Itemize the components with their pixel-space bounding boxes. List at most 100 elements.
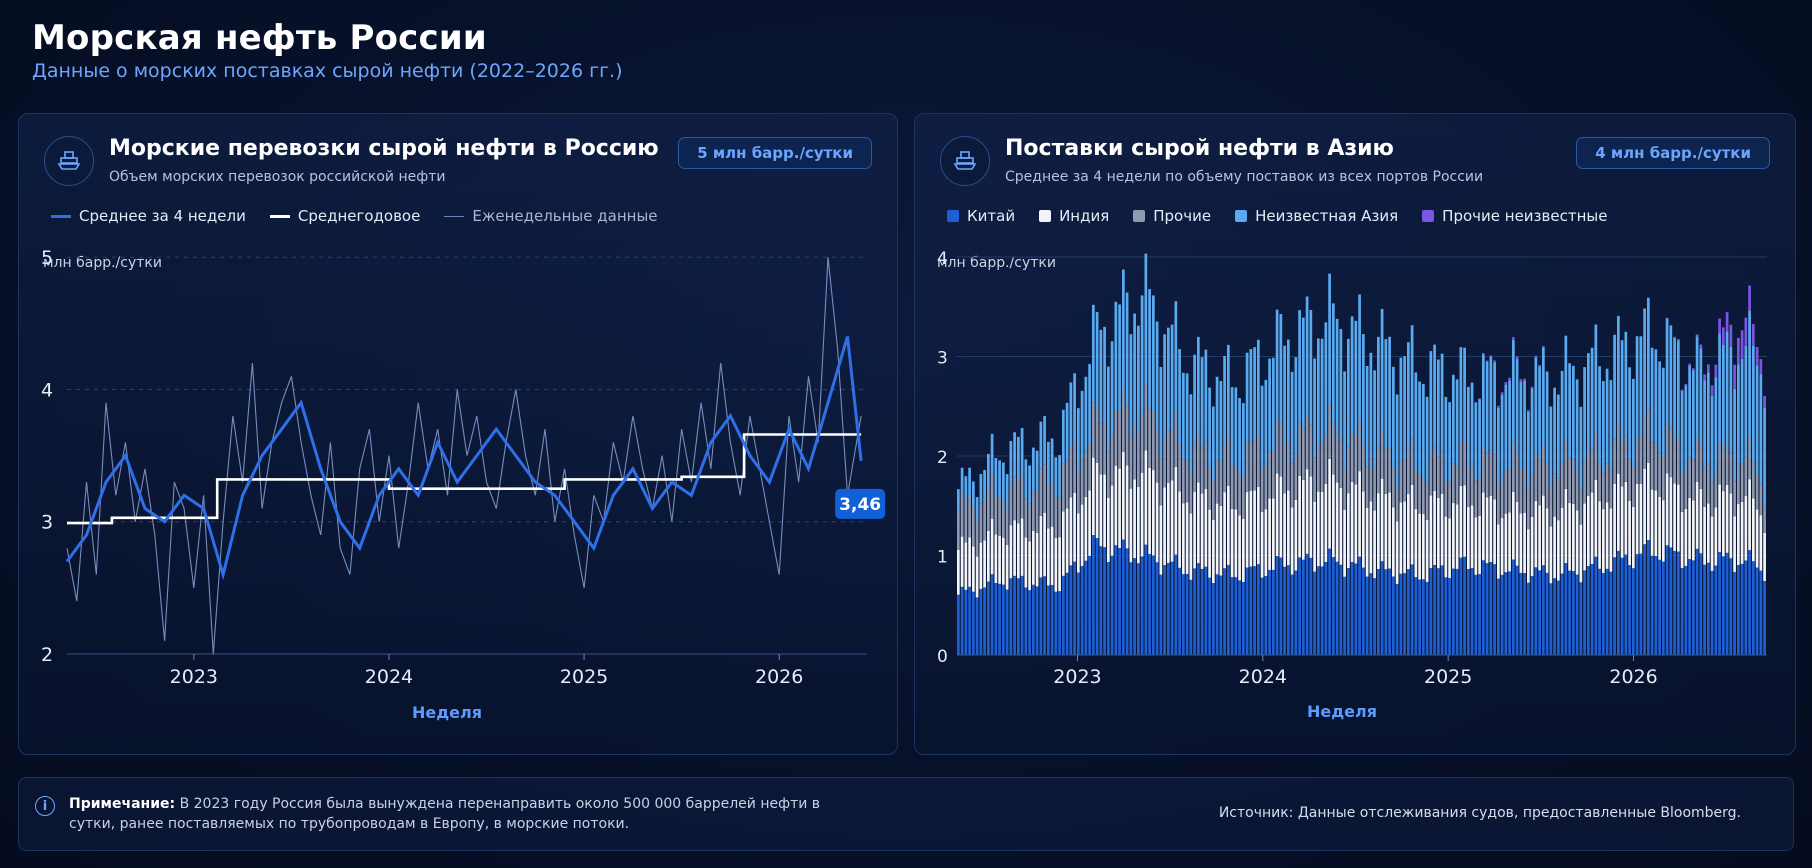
legend-item-1[interactable]: Индия (1039, 207, 1109, 225)
bar-segment-1 (1032, 530, 1035, 585)
bar-segment-3 (1035, 450, 1039, 492)
bar-segment-2 (1245, 443, 1249, 493)
bar-segment-1 (964, 542, 968, 590)
bar-segment-2 (1140, 413, 1144, 473)
bar-segment-2 (1587, 452, 1590, 496)
bar-segment-3 (1755, 365, 1759, 476)
bar-segment-4 (1523, 378, 1526, 381)
bar-segment-2 (1309, 424, 1313, 477)
source-text: Источник: Данные отслеживания судов, пре… (1218, 805, 1741, 821)
bar-segment-3 (1013, 432, 1016, 477)
legend-item-weekly[interactable]: Еженедельные данные (444, 207, 658, 225)
bar-segment-2 (998, 497, 1001, 537)
bar-segment-3 (1088, 364, 1091, 444)
bar-segment-1 (1062, 511, 1065, 576)
legend-item-annual[interactable]: Среднегодовое (269, 207, 420, 225)
bar-segment-0 (1155, 562, 1159, 655)
bar-segment-1 (1718, 484, 1721, 553)
bar-segment-0 (1208, 577, 1211, 655)
bar-segment-2 (1523, 468, 1526, 513)
unit-badge[interactable]: 5 млн барр./сутки (678, 137, 872, 169)
legend-item-2[interactable]: Прочие (1133, 207, 1211, 225)
bar-segment-1 (1755, 509, 1759, 568)
bar-segment-0 (1099, 546, 1103, 655)
bar-segment-2 (1373, 469, 1376, 511)
bar-segment-2 (1358, 419, 1361, 472)
bar-segment-2 (1107, 451, 1110, 498)
bar-segment-0 (1388, 568, 1391, 655)
bar-segment-3 (1725, 331, 1729, 442)
bar-segment-1 (1748, 479, 1751, 551)
bar-segment-2 (1110, 435, 1114, 486)
bar-segment-1 (1549, 526, 1553, 584)
bar-segment-1 (1058, 537, 1061, 592)
bar-segment-4 (1470, 382, 1474, 383)
bar-segment-1 (1759, 515, 1763, 571)
bar-segment-3 (1009, 440, 1013, 484)
bar-segment-3 (1328, 273, 1331, 403)
legend-item-3[interactable]: Неизвестная Азия (1235, 207, 1398, 225)
bar-segment-1 (1290, 507, 1294, 575)
bar-segment-0 (1065, 572, 1069, 655)
bar-segment-2 (1197, 432, 1200, 483)
bar-segment-1 (1515, 501, 1519, 566)
bar-segment-2 (1635, 436, 1639, 484)
bar-segment-3 (1673, 337, 1676, 437)
bar-segment-0 (1523, 573, 1526, 655)
bar-segment-3 (1024, 459, 1028, 499)
bar-segment-2 (1722, 449, 1725, 492)
bar-segment-1 (968, 537, 971, 587)
bar-segment-3 (1065, 402, 1069, 461)
bar-segment-0 (1324, 561, 1328, 655)
bar-segment-3 (1602, 381, 1605, 473)
bar-segment-1 (1287, 490, 1290, 566)
bar-segment-0 (1062, 575, 1065, 655)
bar-segment-0 (1613, 557, 1616, 655)
legend-item-avg4[interactable]: Среднее за 4 недели (51, 207, 246, 225)
legend-item-0[interactable]: Китай (947, 207, 1015, 225)
bar-segment-1 (1388, 492, 1391, 569)
bar-segment-3 (1677, 340, 1680, 439)
bar-segment-1 (1095, 462, 1099, 539)
bar-segment-3 (1309, 309, 1313, 425)
bar-segment-1 (1257, 486, 1260, 565)
bar-segment-0 (1482, 560, 1485, 655)
bar-segment-2 (1294, 453, 1298, 500)
bar-segment-0 (1414, 577, 1418, 655)
bar-segment-3 (1684, 385, 1688, 470)
bar-segment-1 (994, 534, 998, 583)
bar-segment-1 (1403, 501, 1406, 574)
unit-badge[interactable]: 4 млн барр./сутки (1576, 137, 1770, 169)
bar-segment-1 (1740, 501, 1744, 564)
bar-segment-3 (1298, 310, 1301, 423)
bar-segment-0 (1639, 553, 1643, 655)
bar-segment-2 (1740, 463, 1744, 502)
bar-segment-4 (1748, 285, 1751, 311)
legend-label: Прочие неизвестные (1442, 207, 1608, 225)
bar-segment-0 (1418, 579, 1421, 655)
bar-segment-1 (1665, 473, 1669, 546)
bar-segment-1 (1512, 491, 1515, 560)
bar-segment-1 (1294, 499, 1298, 571)
bar-segment-3 (1140, 295, 1144, 414)
bar-segment-1 (1650, 489, 1654, 556)
bar-segment-3 (1620, 340, 1624, 443)
bar-segment-1 (1283, 493, 1286, 567)
bar-segment-4 (1684, 383, 1688, 386)
bar-segment-1 (1448, 518, 1451, 578)
bar-segment-4 (1474, 402, 1478, 403)
legend-item-4[interactable]: Прочие неизвестные (1422, 207, 1607, 225)
bar-segment-1 (1459, 485, 1463, 558)
bar-segment-0 (1448, 577, 1451, 655)
bar-segment-3 (1178, 349, 1181, 444)
bar-segment-1 (1710, 516, 1714, 571)
bar-segment-2 (975, 522, 979, 557)
bar-segment-3 (1639, 336, 1643, 437)
bar-segment-3 (1020, 428, 1024, 474)
bar-segment-3 (1129, 334, 1133, 437)
bar-segment-3 (998, 460, 1001, 498)
bar-segment-3 (1722, 344, 1725, 450)
y-tick-label: 4 (937, 249, 948, 269)
bar-segment-0 (979, 588, 983, 655)
bar-segment-4 (1534, 355, 1538, 358)
